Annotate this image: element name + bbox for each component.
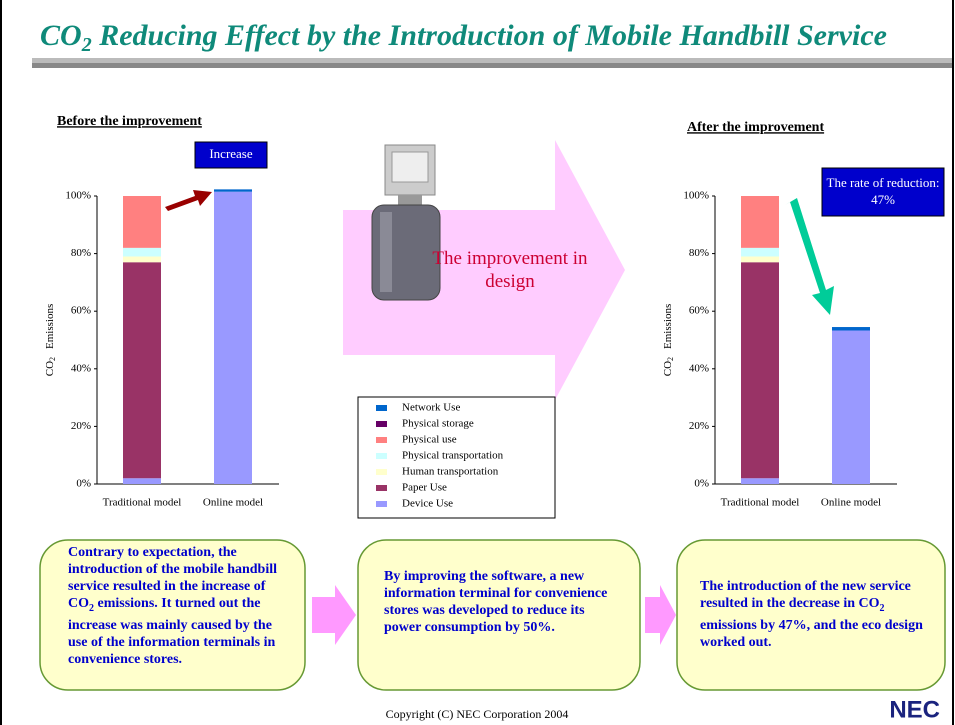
legend-label: Paper Use: [402, 482, 447, 494]
increase-arrow: [165, 190, 212, 211]
bar-segment: [123, 478, 161, 484]
info-box-text: By improving the software, a new informa…: [384, 568, 616, 636]
bar-segment: [741, 478, 779, 484]
y-tick-label: 0%: [694, 478, 709, 490]
legend-swatch: [376, 421, 387, 427]
panel-title: Before the improvement: [57, 114, 202, 129]
info-box-text: Contrary to expectation, the introductio…: [68, 544, 293, 668]
legend-label: Human transportation: [402, 466, 499, 478]
text-run: By improving the software, a new informa…: [384, 569, 607, 635]
y-tick-label: 60%: [689, 305, 709, 317]
y-tick-label: 0%: [76, 478, 91, 490]
reduction-label: The rate of reduction: 47%: [826, 174, 940, 208]
y-tick-label: 80%: [71, 247, 91, 259]
text-run: emissions by 47%, and the eco design wor…: [700, 618, 923, 650]
legend-label: Physical use: [402, 434, 457, 446]
bar-segment: [123, 256, 161, 262]
legend-swatch: [376, 453, 387, 459]
y-tick-label: 40%: [689, 362, 709, 374]
legend-label: Device Use: [402, 498, 453, 510]
y-axis-label-sub: 2: [666, 357, 675, 361]
bar-segment: [832, 327, 870, 330]
y-tick-label: 40%: [71, 362, 91, 374]
x-tick-label: Online model: [203, 497, 263, 509]
y-axis-label-part: Emissions: [44, 304, 56, 349]
y-tick-label: 100%: [683, 190, 709, 202]
y-axis-label: CO2 Emissions: [44, 304, 57, 377]
panel-title: After the improvement: [687, 120, 824, 135]
subscript: 2: [880, 603, 885, 614]
x-tick-label: Traditional model: [721, 497, 800, 509]
legend-swatch: [376, 485, 387, 491]
logo: NEC: [889, 696, 940, 723]
legend-swatch: [376, 501, 387, 507]
x-tick-label: Traditional model: [103, 497, 182, 509]
title-rule-top: [32, 58, 952, 63]
legend-label: Physical transportation: [402, 450, 504, 462]
y-axis-label-part: CO: [662, 361, 674, 376]
y-tick-label: 20%: [71, 420, 91, 432]
x-tick-label: Online model: [821, 497, 881, 509]
bar-segment: [741, 196, 779, 248]
legend-swatch: [376, 405, 387, 411]
y-tick-label: 100%: [65, 190, 91, 202]
slide: CO2 Reducing Effect by the Introduction …: [0, 0, 955, 725]
y-axis-label-part: Emissions: [662, 304, 674, 349]
bar-segment: [123, 248, 161, 257]
info-box-text: The introduction of the new service resu…: [700, 578, 928, 651]
bar-segment: [741, 256, 779, 262]
y-tick-label: 80%: [689, 247, 709, 259]
legend-label: Network Use: [402, 402, 460, 414]
legend-label: Physical storage: [402, 418, 474, 430]
bar-segment: [214, 189, 252, 191]
slide-title: CO2 Reducing Effect by the Introduction …: [40, 19, 887, 56]
legend-swatch: [376, 437, 387, 443]
copyright: Copyright (C) NEC Corporation 2004: [386, 707, 569, 721]
legend-swatch: [376, 469, 387, 475]
bar-segment: [832, 330, 870, 484]
y-tick-label: 60%: [71, 305, 91, 317]
y-tick-label: 20%: [689, 420, 709, 432]
text-run: emissions. It turned out the increase wa…: [68, 596, 275, 667]
increase-label: Increase: [195, 146, 267, 162]
bar-segment: [214, 192, 252, 484]
bar-segment: [123, 196, 161, 248]
y-axis-label: CO2 Emissions: [662, 304, 675, 377]
bar-segment: [741, 248, 779, 257]
y-axis-label-part: CO: [44, 361, 56, 376]
design-label: The improvement in design: [425, 247, 595, 293]
bar-segment: [123, 262, 161, 478]
y-axis-label-sub: 2: [48, 357, 57, 361]
bar-segment: [741, 262, 779, 478]
